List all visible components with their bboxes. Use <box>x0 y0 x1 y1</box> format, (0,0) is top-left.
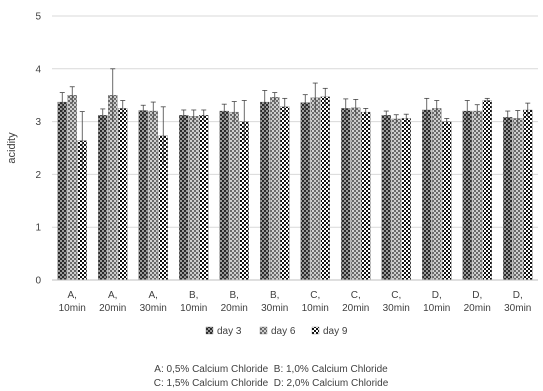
bar <box>118 108 128 281</box>
bar <box>67 95 77 281</box>
bar <box>401 118 411 281</box>
bar <box>239 121 249 281</box>
footnote-line: C: 1,5% Calcium Chloride D: 2,0% Calcium… <box>154 378 389 389</box>
x-tick-label: A, <box>149 290 158 301</box>
bar <box>98 115 108 281</box>
x-tick-label: 20min <box>99 303 126 314</box>
bar <box>513 118 523 281</box>
footnote-line: A: 0,5% Calcium Chloride B: 1,0% Calcium… <box>154 364 388 375</box>
bar <box>189 116 199 281</box>
x-tick-label: 10min <box>59 303 86 314</box>
x-tick-label: C, <box>351 290 361 301</box>
x-tick-label: 20min <box>342 303 369 314</box>
legend-swatch <box>205 326 214 335</box>
x-tick-label: 20min <box>221 303 248 314</box>
x-tick-label: A, <box>108 290 117 301</box>
x-tick-label: 20min <box>464 303 491 314</box>
x-tick-label: B, <box>189 290 198 301</box>
legend-swatch <box>311 326 320 335</box>
x-tick-label: 30min <box>504 303 531 314</box>
x-tick-label: 30min <box>261 303 288 314</box>
footnotes: A: 0,5% Calcium Chloride B: 1,0% Calcium… <box>154 364 389 389</box>
x-tick-label: C, <box>391 290 401 301</box>
bar <box>361 111 371 281</box>
bar <box>341 108 351 281</box>
error-bars <box>59 68 531 170</box>
bar <box>503 117 513 281</box>
legend-label: day 3 <box>217 326 242 337</box>
bar <box>179 115 189 281</box>
bar <box>219 110 229 281</box>
bar <box>138 110 148 281</box>
gridlines <box>52 15 538 228</box>
bar <box>351 107 361 281</box>
bar <box>229 111 239 281</box>
bar <box>270 97 280 281</box>
bar <box>462 110 472 281</box>
legend-swatch <box>259 326 268 335</box>
y-tick-label: 0 <box>35 276 41 287</box>
y-tick-label: 1 <box>35 223 41 234</box>
bar <box>108 95 118 281</box>
bar <box>523 109 533 281</box>
bar <box>422 109 432 281</box>
x-tick-label: 30min <box>383 303 410 314</box>
legend-label: day 9 <box>323 326 348 337</box>
bar <box>260 101 270 281</box>
x-tick-label: 10min <box>180 303 207 314</box>
x-tick-label: A, <box>68 290 77 301</box>
tick-labels: 0 1 2 3 4 5 A, 10min A, 20min A, 30min B, 10min B, 20mi… <box>35 12 531 315</box>
x-tick-label: C, <box>310 290 320 301</box>
bar <box>472 110 482 281</box>
x-tick-label: B, <box>230 290 239 301</box>
x-tick-label: 30min <box>140 303 167 314</box>
bar <box>320 96 330 281</box>
x-tick-label: B, <box>270 290 279 301</box>
bar <box>300 102 310 281</box>
legend: day 3 day 6 day 9 <box>205 326 348 337</box>
y-tick-label: 5 <box>35 12 41 23</box>
bar <box>199 115 209 281</box>
x-tick-label: D, <box>432 290 442 301</box>
bar <box>310 97 320 281</box>
bar <box>381 115 391 281</box>
bar <box>432 108 442 281</box>
bar <box>148 110 158 281</box>
x-tick-label: D, <box>513 290 523 301</box>
x-tick-label: 10min <box>302 303 329 314</box>
x-tick-label: D, <box>472 290 482 301</box>
y-tick-label: 4 <box>35 64 41 75</box>
bars <box>57 95 533 281</box>
bar <box>391 118 401 281</box>
legend-label: day 6 <box>271 326 296 337</box>
y-axis-title: acidity <box>6 132 18 164</box>
bar <box>57 101 67 281</box>
bar <box>442 121 452 281</box>
bar <box>482 100 492 281</box>
y-tick-label: 3 <box>35 117 41 128</box>
y-tick-label: 2 <box>35 170 41 181</box>
x-tick-label: 10min <box>423 303 450 314</box>
bar <box>280 106 290 281</box>
